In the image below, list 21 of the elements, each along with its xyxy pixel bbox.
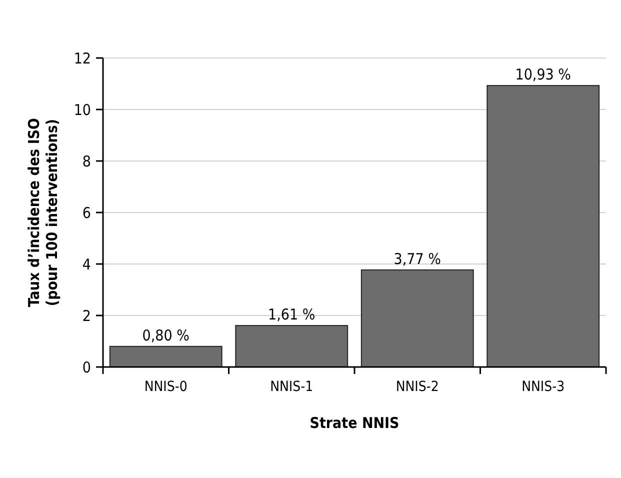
- x-axis-title: Strate NNIS: [310, 414, 400, 432]
- y-tick-label: 6: [82, 204, 91, 222]
- y-tick-label: 10: [74, 100, 91, 119]
- y-axis-title: Taux d’incidence des ISO (pour 100 interventions): [25, 118, 61, 308]
- x-tick-label: NNIS-0: [144, 379, 188, 395]
- x-tick-label: NNIS-2: [396, 379, 439, 395]
- data-label: 0,80 %: [142, 326, 190, 344]
- bar: [486, 85, 600, 368]
- x-tick-label: NNIS-1: [270, 379, 314, 395]
- bar: [109, 346, 222, 368]
- y-tick-label: 8: [82, 152, 91, 170]
- x-tick-label: NNIS-3: [522, 379, 565, 395]
- bar: [360, 269, 474, 368]
- bar: [235, 325, 348, 368]
- y-tick-label: 12: [74, 49, 91, 68]
- data-label: 10,93 %: [515, 66, 572, 84]
- y-tick-label: 0: [82, 358, 91, 376]
- data-label: 3,77 %: [394, 250, 442, 268]
- data-label: 1,61 %: [268, 306, 316, 324]
- y-tick-label: 4: [82, 255, 91, 274]
- y-tick-label: 2: [82, 306, 91, 325]
